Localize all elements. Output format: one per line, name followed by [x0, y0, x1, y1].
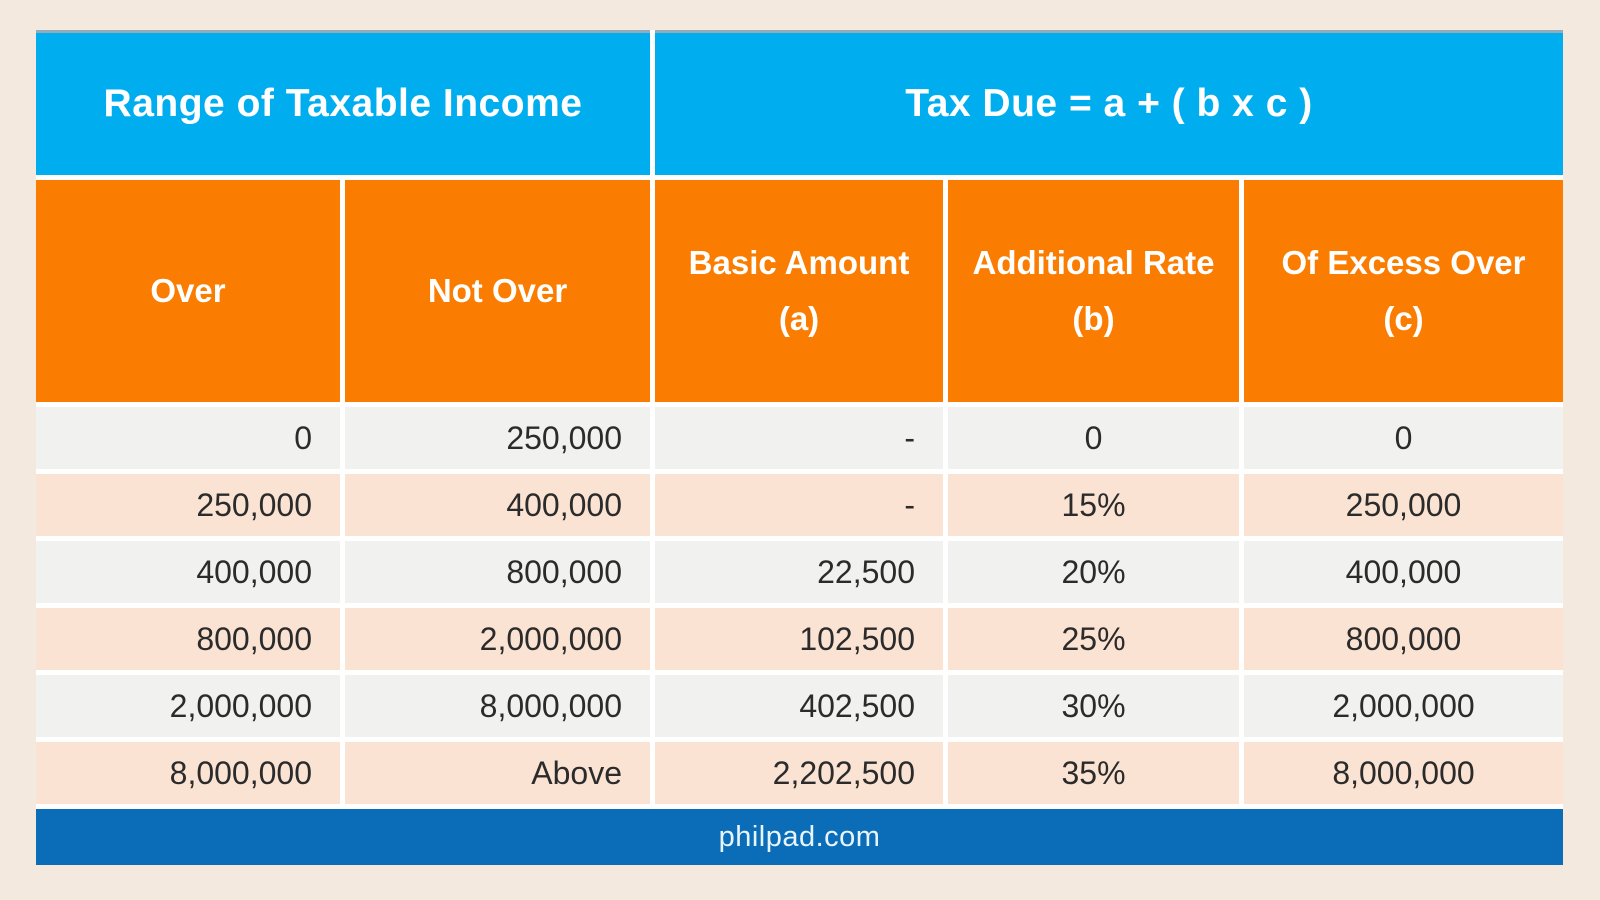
income-tax-table: Range of Taxable Income Tax Due = a + ( …: [36, 30, 1563, 865]
col-header-over: Over: [36, 180, 340, 402]
col-header-label: Basic Amount: [688, 244, 910, 282]
table-cell-over: 400,000: [36, 541, 340, 603]
header-tax-due-formula: Tax Due = a + ( b x c ): [655, 30, 1563, 175]
table-cell-over: 8,000,000: [36, 742, 340, 804]
table-cell-rate: 15%: [948, 474, 1239, 536]
table-cell-rate: 35%: [948, 742, 1239, 804]
table-cell-over: 2,000,000: [36, 675, 340, 737]
table-cell-not-over: 800,000: [345, 541, 650, 603]
table-cell-rate: 20%: [948, 541, 1239, 603]
col-header-label: Over: [150, 272, 226, 310]
table-cell-basic: 102,500: [655, 608, 943, 670]
col-header-label: Of Excess Over: [1281, 244, 1526, 282]
table-cell-excess: 0: [1244, 407, 1563, 469]
table-cell-over: 0: [36, 407, 340, 469]
table-cell-basic: 22,500: [655, 541, 943, 603]
table-cell-basic: 402,500: [655, 675, 943, 737]
table-cell-over: 250,000: [36, 474, 340, 536]
table-cell-over: 800,000: [36, 608, 340, 670]
footer-watermark-bar: philpad.com: [36, 809, 1563, 865]
table-cell-not-over: 250,000: [345, 407, 650, 469]
header-range-label: Range of Taxable Income: [103, 82, 583, 125]
col-header-sub: (c): [1383, 300, 1424, 337]
table-cell-basic: 2,202,500: [655, 742, 943, 804]
table-cell-basic: -: [655, 407, 943, 469]
col-header-of-excess-over: Of Excess Over (c): [1244, 180, 1563, 402]
table-cell-not-over: 2,000,000: [345, 608, 650, 670]
col-header-basic-amount: Basic Amount (a): [655, 180, 943, 402]
footer-watermark-text: philpad.com: [718, 820, 881, 853]
table-cell-rate: 0: [948, 407, 1239, 469]
col-header-sub: (b): [1072, 300, 1115, 337]
table-cell-not-over: Above: [345, 742, 650, 804]
table-cell-not-over: 8,000,000: [345, 675, 650, 737]
col-header-label: Additional Rate: [972, 244, 1215, 282]
table-cell-not-over: 400,000: [345, 474, 650, 536]
table-cell-excess: 400,000: [1244, 541, 1563, 603]
header-range-of-taxable-income: Range of Taxable Income: [36, 30, 650, 175]
col-header-label: Not Over: [427, 272, 568, 310]
table-cell-excess: 250,000: [1244, 474, 1563, 536]
table-cell-excess: 800,000: [1244, 608, 1563, 670]
table-cell-excess: 2,000,000: [1244, 675, 1563, 737]
col-header-additional-rate: Additional Rate (b): [948, 180, 1239, 402]
table-cell-rate: 25%: [948, 608, 1239, 670]
table-cell-basic: -: [655, 474, 943, 536]
col-header-sub: (a): [778, 300, 820, 337]
header-formula-label: Tax Due = a + ( b x c ): [905, 82, 1313, 125]
col-header-not-over: Not Over: [345, 180, 650, 402]
table-cell-excess: 8,000,000: [1244, 742, 1563, 804]
table-cell-rate: 30%: [948, 675, 1239, 737]
